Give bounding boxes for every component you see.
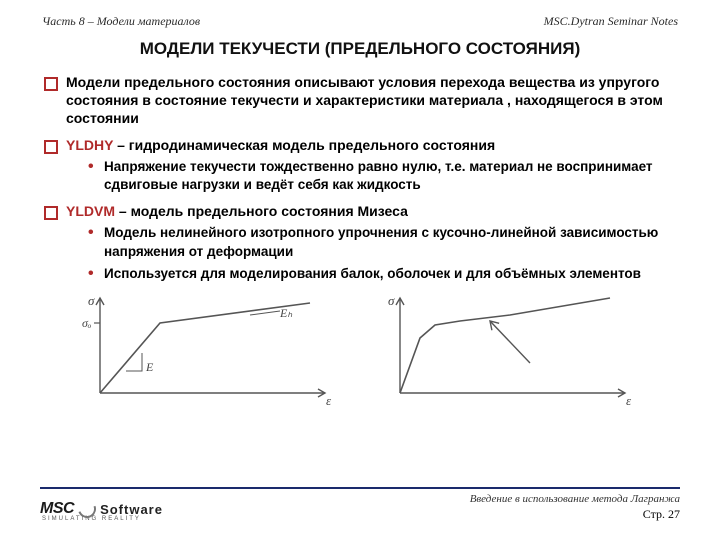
bullet-keyword: YLDHY <box>66 137 113 153</box>
page-number-value: 27 <box>668 507 680 521</box>
sub-bullet-item: Напряжение текучести тождественно равно … <box>88 158 680 194</box>
slide: Часть 8 – Модели материалов MSC.Dytran S… <box>0 0 720 540</box>
footer-right: Введение в использование метода Лагранжа… <box>470 493 680 522</box>
logo-tagline: SIMULATING REALITY <box>42 516 163 522</box>
slide-footer: MSC Software SIMULATING REALITY Введение… <box>40 487 680 522</box>
bullet-text: – модель предельного состояния Мизеса <box>115 203 408 219</box>
bullet-item: YLDVM – модель предельного состояния Миз… <box>40 202 680 283</box>
charts-row: σ σₒ E Eₕ ε σ ε <box>40 293 680 413</box>
sub-bullet-item: Используется для моделирования балок, об… <box>88 265 680 283</box>
page-number: Стр. 27 <box>470 507 680 522</box>
sigma0-label: σₒ <box>82 316 92 330</box>
bullet-list: Модели предельного состояния описывают у… <box>40 73 680 283</box>
chart-piecewise: σ ε <box>380 293 640 413</box>
eh-label: Eₕ <box>279 306 292 320</box>
header-right: MSC.Dytran Seminar Notes <box>544 14 678 29</box>
bullet-text: Модели предельного состояния описывают у… <box>66 74 663 126</box>
sigma-axis-label: σ <box>88 293 95 308</box>
bullet-item: Модели предельного состояния описывают у… <box>40 73 680 128</box>
chart-bilinear: σ σₒ E Eₕ ε <box>80 293 340 413</box>
logo-block: MSC Software SIMULATING REALITY <box>40 500 163 522</box>
header-left: Часть 8 – Модели материалов <box>42 14 200 29</box>
sub-bullet-list: Модель нелинейного изотропного упрочнени… <box>66 224 680 283</box>
logo-software: Software <box>100 502 163 517</box>
footer-note: Введение в использование метода Лагранжа <box>470 493 680 505</box>
epsilon-axis-label: ε <box>626 393 632 408</box>
bullet-text: – гидродинамическая модель предельного с… <box>113 137 495 153</box>
bullet-keyword: YLDVM <box>66 203 115 219</box>
page-prefix: Стр. <box>643 507 668 521</box>
sub-bullet-item: Модель нелинейного изотропного упрочнени… <box>88 224 680 260</box>
bullet-item: YLDHY – гидродинамическая модель предель… <box>40 136 680 195</box>
sub-bullet-list: Напряжение текучести тождественно равно … <box>66 158 680 194</box>
e-label: E <box>145 360 154 374</box>
footer-rule <box>40 487 680 489</box>
slide-title: МОДЕЛИ ТЕКУЧЕСТИ (ПРЕДЕЛЬНОГО СОСТОЯНИЯ) <box>40 39 680 59</box>
epsilon-axis-label: ε <box>326 393 332 408</box>
sigma-axis-label: σ <box>388 293 395 308</box>
slide-header: Часть 8 – Модели материалов MSC.Dytran S… <box>40 14 680 31</box>
